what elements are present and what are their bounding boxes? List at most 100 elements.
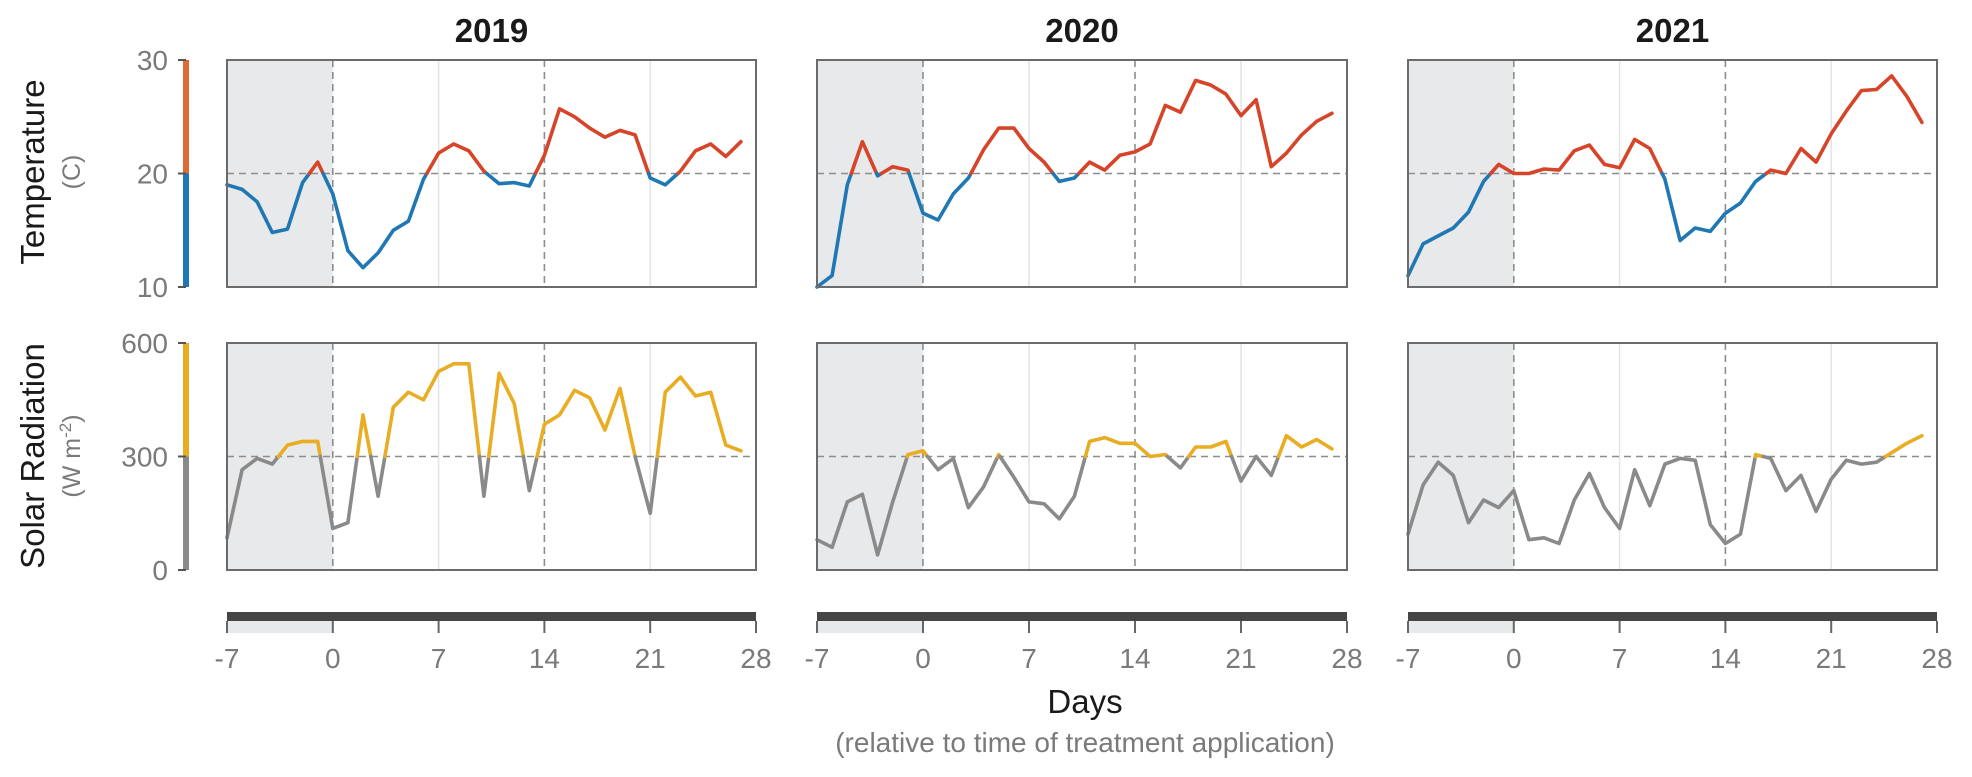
x-tick-label: 28 — [1331, 643, 1362, 674]
x-tick-label: 14 — [1710, 643, 1741, 674]
series-line-below — [1254, 454, 1281, 478]
series-line-above — [969, 126, 1055, 176]
x-axis-2020: -7 0 7 14 21 28 — [805, 612, 1363, 674]
series-line-below — [521, 454, 539, 493]
panel-title: 2019 — [455, 12, 528, 49]
series-line-above — [1764, 74, 1924, 176]
series-line-below — [318, 454, 359, 531]
x-tick-label: 28 — [1921, 643, 1952, 674]
x-tick-label: 21 — [1225, 643, 1256, 674]
x-axis-sublabel: (relative to time of treatment applicati… — [835, 727, 1335, 758]
axis-labels: Temperature (C) Solar Radiation (W m-2) … — [14, 79, 1335, 758]
temperature-unit-label: (C) — [58, 155, 86, 190]
series-line-below — [1660, 171, 1768, 243]
series-line-above — [535, 386, 637, 459]
x-tick-label: 0 — [1506, 643, 1522, 674]
series-line-below — [225, 454, 281, 540]
panel-2021-solar — [1406, 342, 1938, 571]
series-line-below — [484, 171, 538, 188]
series-line-below — [369, 454, 387, 498]
series-line-above — [879, 164, 911, 176]
panel-frame — [1407, 59, 1938, 288]
series-line-below — [815, 171, 854, 289]
x-axis-bar — [817, 612, 1347, 621]
series-line-above — [533, 107, 651, 176]
x-tick-label: 7 — [1612, 643, 1628, 674]
series-line-below — [646, 171, 680, 187]
chart-panels: 2019 2020 2021 — [225, 12, 1938, 571]
y-tick-label: 600 — [121, 328, 168, 359]
x-axis-2021: -7 0 7 14 21 28 — [1396, 612, 1953, 674]
panel-frame — [226, 342, 757, 571]
solar-radiation-ylabel: Solar Radiation — [14, 343, 51, 569]
series-line-above — [1883, 433, 1924, 459]
unit-exponent: -2 — [56, 423, 75, 438]
y-tick-label: 10 — [137, 272, 168, 303]
series-line-above — [1186, 439, 1234, 459]
panel-2019-solar — [225, 342, 757, 571]
x-axis-shade — [227, 621, 333, 633]
x-axis-2019: -7 0 7 14 21 28 — [215, 612, 772, 674]
series-line-above — [355, 413, 373, 459]
series-line-below — [633, 454, 660, 516]
x-tick-label: 0 — [325, 643, 341, 674]
panel-title: 2021 — [1636, 12, 1709, 49]
series-line-above — [425, 142, 489, 176]
series-line-above — [655, 375, 743, 459]
x-axis-bar — [1408, 612, 1937, 621]
series-line-below — [1761, 454, 1888, 514]
series-line-below — [925, 454, 1000, 510]
panel-frame — [226, 59, 757, 288]
series-line-above — [849, 139, 879, 176]
panel-2021-temperature — [1406, 59, 1938, 288]
x-tick-label: 0 — [915, 643, 931, 674]
series-line-above — [276, 439, 323, 459]
x-tick-label: 14 — [1119, 643, 1150, 674]
panel-title: 2020 — [1045, 12, 1118, 49]
series-line-below — [998, 454, 1088, 521]
series-line-above — [307, 160, 325, 176]
series-line-above — [1488, 137, 1664, 176]
series-line-below — [815, 454, 910, 557]
series-line-below — [1406, 171, 1493, 278]
series-line-below — [321, 171, 429, 270]
x-axis-label: Days — [1047, 683, 1122, 720]
panel-2019-temperature — [225, 59, 757, 288]
series-line-above — [1276, 433, 1334, 459]
panel-2020-solar — [815, 342, 1348, 571]
x-axis: -7 0 7 14 21 28 -7 0 7 14 21 28 -7 0 7 14 21 28 — [215, 612, 1953, 674]
x-axis-shade — [817, 621, 923, 633]
y-tick-label: 30 — [137, 45, 168, 76]
x-tick-label: 14 — [529, 643, 560, 674]
solar-radiation-unit-label: (W m-2) — [56, 414, 87, 497]
series-line-above — [487, 371, 526, 459]
series-line-below — [225, 171, 312, 235]
panel-2020-temperature — [815, 59, 1348, 289]
panel-frame — [1407, 342, 1938, 571]
series-line-above — [1753, 452, 1765, 459]
x-tick-label: 21 — [1816, 643, 1847, 674]
x-tick-label: 7 — [431, 643, 447, 674]
y-tick-label: 20 — [137, 159, 168, 190]
y-tick-label: 0 — [152, 555, 168, 586]
series-line-below — [907, 171, 973, 222]
series-line-above — [905, 449, 930, 459]
series-line-below — [1051, 171, 1081, 184]
series-line-below — [1229, 454, 1258, 483]
x-tick-label: -7 — [805, 643, 830, 674]
x-tick-label: -7 — [215, 643, 240, 674]
panel-frame — [816, 59, 1348, 288]
series-line-above — [676, 139, 743, 176]
x-axis-bar — [227, 612, 756, 621]
panel-frame — [816, 342, 1348, 571]
series-line-above — [1077, 78, 1334, 176]
series-line-above — [383, 362, 482, 459]
x-tick-label: 21 — [635, 643, 666, 674]
temperature-ylabel: Temperature — [14, 79, 51, 264]
series-line-below — [1165, 454, 1191, 470]
series-line-below — [1406, 454, 1758, 546]
x-tick-label: 28 — [740, 643, 771, 674]
x-axis-shade — [1408, 621, 1514, 633]
